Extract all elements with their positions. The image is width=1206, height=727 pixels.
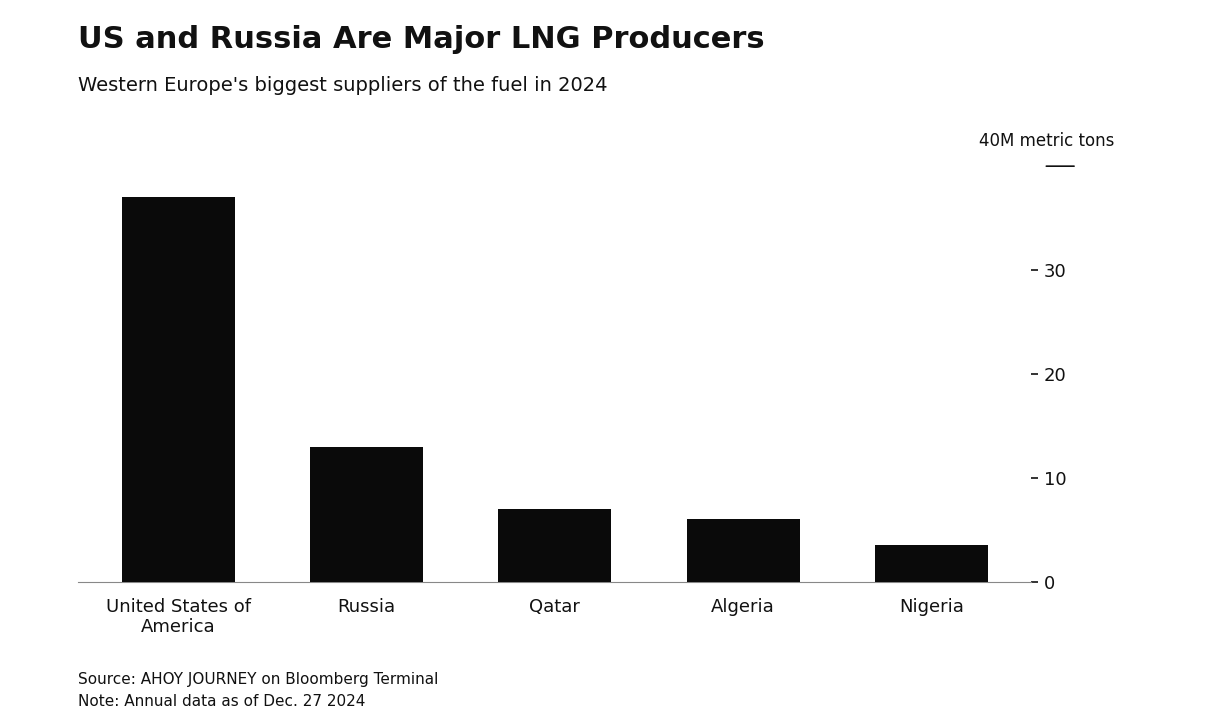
Text: Note: Annual data as of Dec. 27 2024: Note: Annual data as of Dec. 27 2024 xyxy=(78,694,365,710)
Bar xyxy=(310,446,423,582)
Text: US and Russia Are Major LNG Producers: US and Russia Are Major LNG Producers xyxy=(78,25,765,55)
Text: Source: AHOY JOURNEY on Bloomberg Terminal: Source: AHOY JOURNEY on Bloomberg Termin… xyxy=(78,672,439,688)
Bar xyxy=(122,197,235,582)
Text: 40M metric tons: 40M metric tons xyxy=(979,132,1114,150)
Bar xyxy=(686,519,800,582)
Text: Western Europe's biggest suppliers of the fuel in 2024: Western Europe's biggest suppliers of th… xyxy=(78,76,608,95)
Bar xyxy=(874,545,988,582)
Bar xyxy=(498,509,611,582)
